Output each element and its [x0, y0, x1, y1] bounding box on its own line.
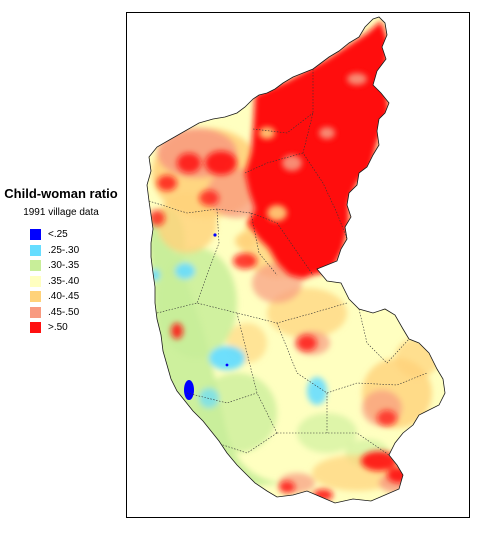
legend-item-25-30: .25-.30	[30, 244, 120, 260]
district-boundaries	[148, 69, 428, 456]
legend-swatch	[30, 291, 41, 302]
legend-subtitle: 1991 village data	[23, 207, 99, 218]
legend-label: .45-.50	[48, 306, 80, 318]
legend-label: >.50	[48, 322, 68, 333]
legend-item-30-35: .30-.35	[30, 259, 120, 275]
legend-swatch	[30, 229, 41, 240]
legend-swatch	[30, 260, 41, 271]
legend-swatch	[30, 306, 41, 318]
legend-item-lt-25: <.25	[30, 228, 120, 244]
legend-item-40-45: .40-.45	[30, 290, 120, 306]
legend-items: <.25 .25-.30 .30-.35 .35-.40 .40-.45 .45…	[30, 228, 120, 337]
legend-item-45-50: .45-.50	[30, 306, 120, 322]
legend-label: <.25	[48, 229, 68, 240]
legend-title: Child-woman ratio	[4, 186, 118, 201]
legend-label: .30-.35	[48, 260, 80, 271]
legend-item-35-40: .35-.40	[30, 275, 120, 291]
karnataka-choropleth-map	[146, 16, 446, 504]
legend-item-gt-50: >.50	[30, 321, 120, 337]
legend-swatch	[30, 322, 41, 333]
legend-label: .40-.45	[48, 291, 80, 302]
legend-label: .35-.40	[48, 275, 80, 287]
map-frame	[126, 12, 470, 518]
legend-swatch	[30, 275, 41, 287]
low-ratio-spot	[184, 380, 194, 400]
legend-swatch	[30, 244, 41, 256]
ratio-surface	[147, 17, 445, 503]
legend-label: .25-.30	[48, 244, 80, 256]
